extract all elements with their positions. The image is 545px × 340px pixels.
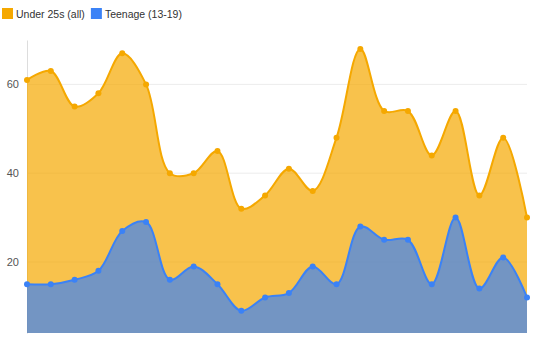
point[interactable]	[95, 90, 101, 96]
point[interactable]	[72, 277, 78, 283]
point[interactable]	[500, 135, 506, 141]
point[interactable]	[334, 135, 340, 141]
point[interactable]	[24, 281, 30, 287]
legend-label: Under 25s (all)	[16, 8, 85, 20]
chart: 20 40 60 Under 25s (all) Teenage (13-19)	[0, 0, 545, 340]
point[interactable]	[286, 166, 292, 172]
point[interactable]	[524, 215, 530, 221]
point[interactable]	[214, 148, 220, 154]
legend-swatch	[2, 8, 13, 19]
point[interactable]	[214, 281, 220, 287]
grid-line	[27, 84, 527, 85]
point[interactable]	[95, 268, 101, 274]
plot-area	[24, 46, 530, 333]
point[interactable]	[167, 277, 173, 283]
y-tick-label: 60	[7, 78, 19, 90]
y-tick: 40	[7, 167, 27, 179]
series-1	[24, 215, 530, 333]
line	[27, 49, 527, 218]
point[interactable]	[476, 286, 482, 292]
point[interactable]	[453, 108, 459, 114]
point[interactable]	[48, 281, 54, 287]
legend: Under 25s (all) Teenage (13-19)	[2, 8, 182, 20]
y-axis: 20 40 60	[7, 41, 28, 334]
point[interactable]	[405, 108, 411, 114]
point[interactable]	[262, 294, 268, 300]
point[interactable]	[143, 81, 149, 87]
point[interactable]	[238, 206, 244, 212]
point[interactable]	[191, 263, 197, 269]
point[interactable]	[476, 192, 482, 198]
point[interactable]	[119, 228, 125, 234]
point[interactable]	[429, 152, 435, 158]
area	[27, 49, 527, 333]
point[interactable]	[191, 170, 197, 176]
point[interactable]	[262, 192, 268, 198]
legend-label: Teenage (13-19)	[105, 8, 182, 20]
point[interactable]	[286, 290, 292, 296]
point[interactable]	[167, 170, 173, 176]
point[interactable]	[381, 108, 387, 114]
y-tick: 60	[7, 78, 27, 90]
point[interactable]	[72, 104, 78, 110]
point[interactable]	[119, 50, 125, 56]
legend-swatch	[91, 8, 102, 19]
point[interactable]	[381, 237, 387, 243]
point[interactable]	[524, 294, 530, 300]
line	[27, 218, 527, 311]
y-tick-label: 20	[7, 256, 19, 268]
point[interactable]	[429, 281, 435, 287]
point[interactable]	[238, 308, 244, 314]
y-tick: 20	[7, 256, 27, 268]
point[interactable]	[143, 219, 149, 225]
y-tick-label: 40	[7, 167, 19, 179]
point[interactable]	[357, 46, 363, 52]
point[interactable]	[500, 255, 506, 261]
area	[27, 218, 527, 333]
point[interactable]	[48, 68, 54, 74]
point[interactable]	[405, 237, 411, 243]
point[interactable]	[357, 223, 363, 229]
point[interactable]	[334, 281, 340, 287]
series-0	[24, 46, 530, 333]
point[interactable]	[310, 263, 316, 269]
point[interactable]	[310, 188, 316, 194]
point[interactable]	[453, 215, 459, 221]
point[interactable]	[24, 77, 30, 83]
